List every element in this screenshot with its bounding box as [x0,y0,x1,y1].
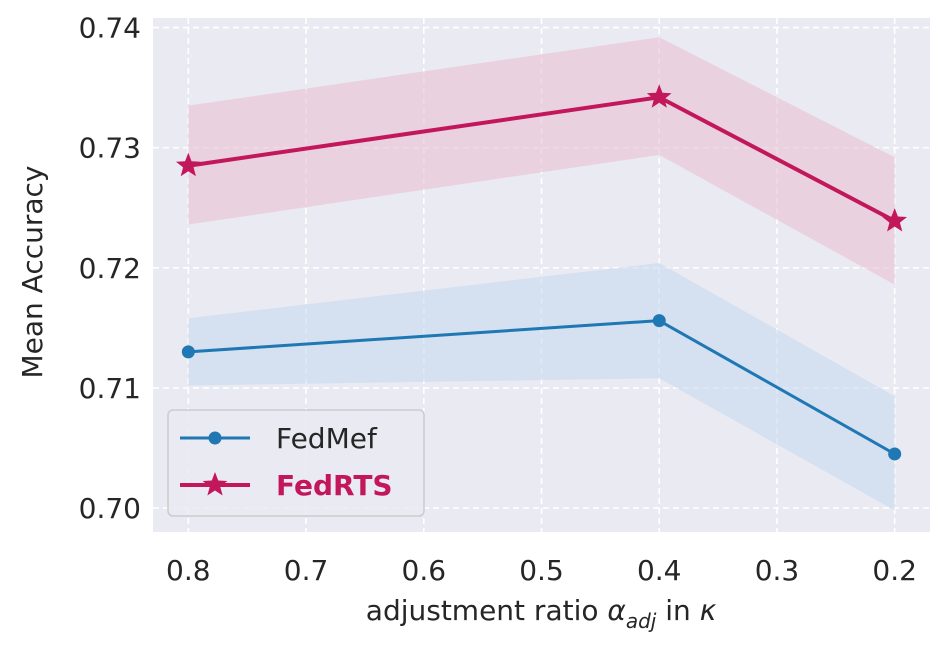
y-tick-label-0.73: 0.73 [79,132,141,165]
x-axis-title-suffix: in [656,594,699,627]
y-tick-label-0.70: 0.70 [79,492,141,525]
marker-fedmef-0.8 [181,345,195,359]
band-fedrts [188,37,895,285]
y-tick-label-0.74: 0.74 [79,12,141,45]
legend-marker-fedmef [208,431,222,445]
marker-fedrts-0.2 [882,207,908,232]
y-tick-labels: 0.70 0.71 0.72 0.73 0.74 [79,12,141,525]
legend: FedMef FedRTS [167,409,425,517]
x-tick-label-0.3: 0.3 [755,554,800,587]
marker-fedrts-0.8 [175,152,201,177]
band-fedmef [188,262,895,511]
y-tick-label-0.71: 0.71 [79,372,141,405]
x-tick-label-0.6: 0.6 [402,554,447,587]
x-tick-labels: 0.8 0.7 0.6 0.5 0.4 0.3 0.2 [166,554,917,587]
x-axis-title-symbol2: κ [700,594,717,627]
legend-label-fedrts: FedRTS [276,469,393,502]
x-axis-title-prefix: adjustment ratio [366,594,608,627]
confidence-bands [188,37,895,511]
marker-fedrts-0.4 [646,84,672,108]
x-tick-label-0.2: 0.2 [872,554,917,587]
x-tick-label-0.5: 0.5 [519,554,564,587]
marker-fedmef-0.2 [888,447,902,461]
x-tick-label-0.8: 0.8 [166,554,211,587]
legend-marker-fedrts [202,472,228,496]
x-tick-label-0.7: 0.7 [284,554,329,587]
series-markers [175,84,908,461]
y-tick-label-0.72: 0.72 [79,252,141,285]
x-tick-label-0.4: 0.4 [637,554,682,587]
x-axis-title-subscript: adj [626,609,657,633]
x-axis-title: adjustment ratio αadj in κ [366,594,717,633]
marker-fedmef-0.4 [652,314,666,328]
x-axis-title-symbol: α [607,594,626,627]
y-axis-title: Mean Accuracy [16,165,49,378]
legend-label-fedmef: FedMef [276,422,378,455]
